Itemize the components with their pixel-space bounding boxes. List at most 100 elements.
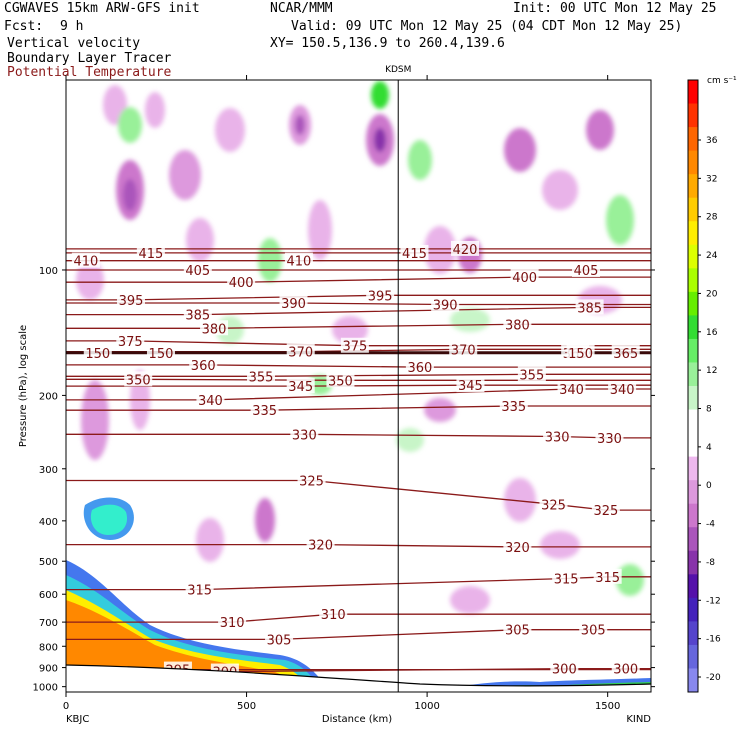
theta-label-bg <box>579 621 608 637</box>
theta-label-bg <box>286 378 315 394</box>
y-tick-label: 100 <box>39 266 58 277</box>
theta-label-bg <box>595 429 624 445</box>
colorbar-label: 24 <box>706 251 718 261</box>
theta-label: 315 <box>554 572 579 587</box>
theta-label-bg <box>400 244 429 260</box>
y-axis: 100 200 300 400 500 600 700 800 900 1000 <box>33 266 655 694</box>
theta-label: 415 <box>402 247 427 262</box>
isentrope-400 <box>66 276 651 283</box>
y-tick-label: 600 <box>39 590 58 601</box>
theta-label: 410 <box>287 255 312 270</box>
colorbar-label: -4 <box>706 520 715 530</box>
theta-label-bg <box>557 380 586 396</box>
theta-label-bg <box>297 472 326 488</box>
isentrope-310 <box>66 613 651 623</box>
colorbar-swatch <box>688 338 698 363</box>
theta-label: 395 <box>119 294 144 309</box>
theta-label-bg <box>189 356 218 372</box>
y-tick-label: 900 <box>39 664 58 675</box>
colorbar-label: 4 <box>706 443 712 453</box>
potential-temperature-labels: 410 415 405 410 415 420 400 405 395 400 390 395 390 3… <box>71 240 640 681</box>
model-title: CGWAVES 15km ARW-GFS init <box>4 1 200 16</box>
theta-label: 305 <box>267 633 292 648</box>
theta-label-bg <box>550 660 579 676</box>
theta-label-bg <box>456 377 485 393</box>
theta-label-bg <box>503 538 532 554</box>
theta-label: 325 <box>299 474 324 489</box>
theta-label-bg <box>510 269 539 285</box>
theta-label-bg <box>326 372 355 388</box>
vertical-velocity-shading <box>76 81 644 614</box>
valid-time: Valid: 09 UTC Mon 12 May 25 (04 CDT Mon … <box>291 19 683 34</box>
x-axis-title: Distance (km) <box>322 714 392 725</box>
theta-label-bg <box>279 294 308 310</box>
theta-label: 375 <box>342 340 367 355</box>
colorbar-swatch <box>688 550 698 575</box>
theta-label: 355 <box>249 370 274 385</box>
theta-label: 360 <box>191 359 216 374</box>
theta-label-bg <box>196 391 225 407</box>
fcst-label: Fcst: <box>4 19 44 34</box>
theta-label: 305 <box>581 624 606 639</box>
isentrope-355 <box>66 373 651 377</box>
theta-label: 340 <box>610 383 635 398</box>
theta-label: 330 <box>597 432 622 447</box>
isentrope-335 <box>66 405 651 411</box>
theta-label: 380 <box>505 318 530 333</box>
theta-label-bg <box>183 306 212 322</box>
theta-label: 320 <box>308 539 333 554</box>
theta-label-bg <box>306 536 335 552</box>
colorbar-swatch <box>688 268 698 293</box>
theta-label: 305 <box>505 624 530 639</box>
right-station-label: KIND <box>626 714 651 725</box>
theta-label: 400 <box>512 271 537 286</box>
isentrope-390 <box>66 302 651 306</box>
theta-label-bg <box>83 344 112 360</box>
colorbar-unit: cm s⁻¹ <box>707 76 737 86</box>
terrain <box>66 665 651 692</box>
colorbar-swatch <box>688 456 698 481</box>
colorbar-swatch <box>688 668 698 693</box>
org-label: NCAR/MMM <box>270 1 333 16</box>
colorbar-swatch <box>688 527 698 552</box>
field-potential-temperature: Potential Temperature <box>7 65 172 80</box>
theta-label: 300 <box>613 663 638 678</box>
colorbar-swatch <box>688 197 698 222</box>
theta-label-bg <box>503 621 532 637</box>
colorbar-label: -8 <box>706 558 715 568</box>
colorbar-swatch <box>688 221 698 246</box>
y-tick-label: 800 <box>39 642 58 653</box>
theta-label-bg <box>451 240 480 256</box>
theta-label: 420 <box>453 243 478 258</box>
theta-label: 335 <box>501 400 526 415</box>
theta-label-bg <box>71 252 100 268</box>
theta-label: 410 <box>73 255 98 270</box>
colorbar-swatch <box>688 644 698 669</box>
colorbar-label: 0 <box>706 481 712 491</box>
colorbar-swatch <box>688 103 698 128</box>
theta-label-bg <box>124 371 153 387</box>
theta-label-bg <box>290 426 319 442</box>
theta-label-bg <box>286 343 315 359</box>
x-tick-label: 500 <box>237 701 256 712</box>
theta-label: 330 <box>292 428 317 443</box>
theta-label: 400 <box>229 276 254 291</box>
theta-label: 355 <box>519 368 544 383</box>
colorbar-frame <box>687 79 699 693</box>
colorbar-label: 8 <box>706 405 712 415</box>
theta-label-bg <box>284 252 313 268</box>
theta-label: 300 <box>552 663 577 678</box>
colorbar-swatch <box>688 386 698 411</box>
theta-label-bg <box>247 368 275 384</box>
theta-label-bg <box>117 291 145 307</box>
y-axis-title: Pressure (hPa), log scale <box>18 325 29 447</box>
theta-label-bg <box>116 332 145 348</box>
theta-label-bg <box>611 344 640 360</box>
theta-label-bg <box>539 496 568 512</box>
colorbar-swatch <box>688 574 698 599</box>
theta-label-bg <box>499 397 528 413</box>
theta-label-bg <box>449 341 478 357</box>
theta-label: 150 <box>568 347 593 362</box>
colorbar-swatch <box>688 503 698 528</box>
